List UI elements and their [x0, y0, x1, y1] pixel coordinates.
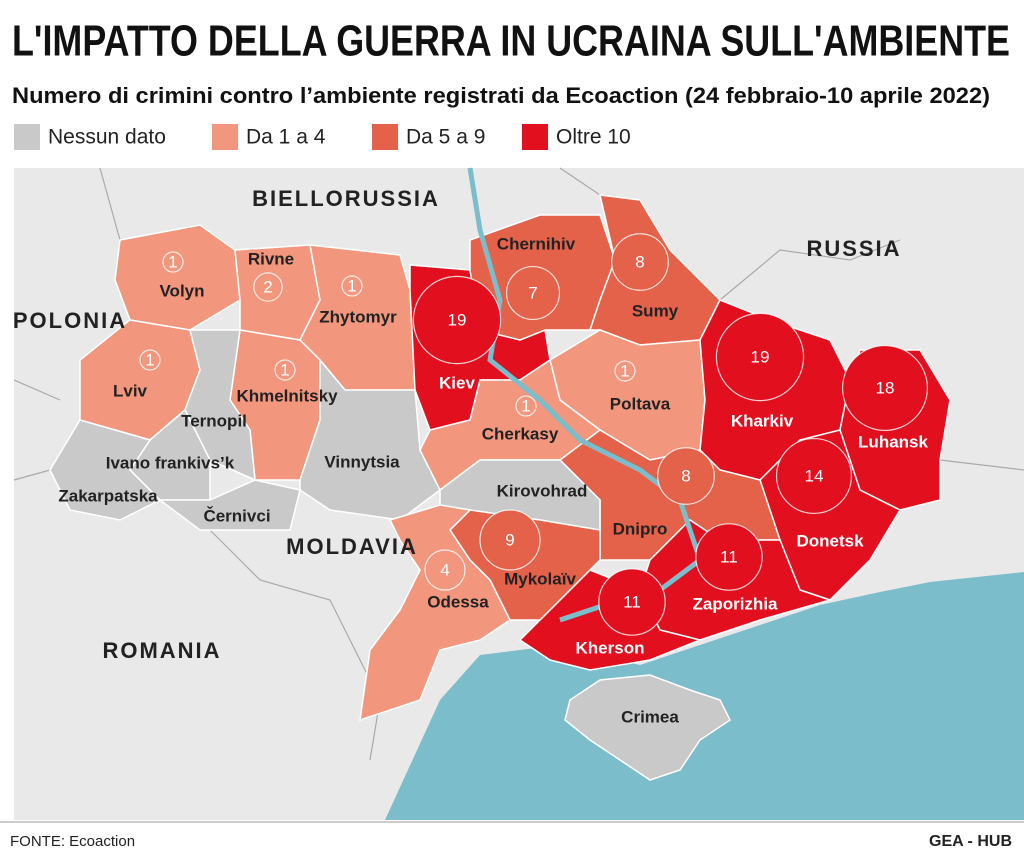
region — [359, 504, 511, 722]
region-label: Donetsk — [796, 531, 864, 550]
count-bubble — [841, 344, 929, 432]
region-label: Ivano frankivs’k — [106, 453, 235, 472]
legend-label: Da 5 a 9 — [406, 126, 485, 149]
region-label: Černivci — [203, 506, 270, 525]
country-label: POLONIA — [13, 308, 127, 333]
count-label: 9 — [505, 530, 514, 549]
region-label: Zaporizhia — [692, 594, 778, 613]
count-label: 8 — [681, 466, 690, 485]
count-label: 1 — [620, 361, 629, 380]
count-bubble — [139, 349, 161, 371]
count-bubble — [162, 251, 184, 273]
country-label: BIELLORUSSIA — [252, 186, 440, 211]
labels: BIELLORUSSIA RUSSIA POLONIA MOLDAVIA ROMANIA… — [13, 186, 929, 727]
count-label: 1 — [347, 276, 356, 295]
region-label: Kirovohrad — [497, 481, 588, 500]
region-label: Kharkiv — [731, 411, 794, 430]
foreign-borders — [13, 167, 1024, 761]
subtitle: Numero di crimini contro l’ambiente regi… — [12, 83, 990, 108]
region — [564, 674, 731, 781]
count-label: 11 — [720, 547, 738, 566]
title: L'IMPATTO DELLA GUERRA IN UCRAINA SULL'A… — [12, 17, 1010, 66]
source: FONTE: Ecoaction — [10, 833, 135, 850]
region-label: Crimea — [621, 707, 679, 726]
region-label: Zhytomyr — [319, 307, 397, 326]
region-label: Lviv — [113, 381, 148, 400]
count-label: 1 — [280, 360, 289, 379]
count-label: 1 — [145, 350, 154, 369]
region-label: Rivne — [248, 249, 294, 268]
region — [114, 224, 241, 331]
country-label: RUSSIA — [806, 236, 901, 261]
legend-swatch — [212, 124, 238, 150]
region-label: Chernihiv — [497, 234, 576, 253]
region-label: Dnipro — [613, 519, 668, 538]
region-label: Kherson — [576, 638, 645, 657]
count-bubble — [274, 359, 296, 381]
count-label: 8 — [635, 252, 644, 271]
count-label: 4 — [440, 560, 449, 579]
count-label: 2 — [263, 277, 272, 296]
region-label: Odessa — [427, 592, 489, 611]
region — [49, 419, 162, 521]
count-bubble — [611, 233, 669, 291]
count-bubble — [479, 509, 541, 571]
count-bubble — [775, 437, 853, 515]
legend-swatch — [372, 124, 398, 150]
legend-swatch — [522, 124, 548, 150]
count-label: 18 — [876, 378, 895, 397]
region-label: Ternopil — [181, 411, 247, 430]
legend-label: Nessun dato — [48, 126, 166, 149]
region-label: Mykolaïv — [504, 569, 576, 588]
count-label: 7 — [528, 283, 537, 302]
count-label: 11 — [623, 592, 641, 611]
count-label: 14 — [805, 466, 824, 485]
border-line — [13, 167, 1024, 761]
count-label: 1 — [521, 396, 530, 415]
count-bubble — [614, 360, 636, 382]
region-label: Cherkasy — [482, 424, 559, 443]
legend-swatch — [14, 124, 40, 150]
count-label: 19 — [751, 347, 770, 366]
count-bubble — [598, 568, 666, 636]
legend-label: Da 1 a 4 — [246, 126, 326, 149]
credit: GEA - HUB — [929, 833, 1012, 850]
count-bubble — [657, 447, 715, 505]
country-label: MOLDAVIA — [286, 534, 418, 559]
count-bubble — [424, 549, 466, 591]
region-label: Zakarpatska — [58, 486, 158, 505]
footer — [0, 820, 1024, 856]
count-label: 1 — [168, 252, 177, 271]
country-label: ROMANIA — [102, 638, 221, 663]
count-label: 19 — [448, 310, 467, 329]
region-label: Khmelnitsky — [236, 386, 338, 405]
count-bubble — [412, 275, 502, 365]
count-bubble — [341, 275, 363, 297]
count-bubble — [515, 395, 537, 417]
count-bubble — [505, 265, 561, 321]
count-bubble — [715, 312, 805, 402]
count-bubble — [695, 523, 763, 591]
legend: Nessun dato Da 1 a 4 Da 5 a 9 Oltre 10 — [14, 124, 631, 150]
region-label: Vinnytsia — [324, 452, 400, 471]
region-label: Kiev — [439, 373, 475, 392]
region-label: Luhansk — [858, 432, 928, 451]
legend-label: Oltre 10 — [556, 126, 631, 149]
region-label: Volyn — [159, 281, 204, 300]
region-label: Sumy — [632, 301, 679, 320]
count-bubble — [253, 272, 283, 302]
region-label: Poltava — [610, 394, 671, 413]
